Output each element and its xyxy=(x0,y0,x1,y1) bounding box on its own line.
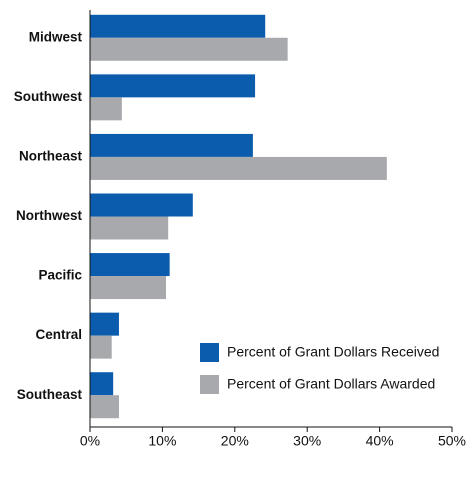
bar xyxy=(90,97,122,121)
legend-swatch xyxy=(200,375,219,394)
x-tick-label: 40% xyxy=(366,433,394,449)
x-tick-label: 20% xyxy=(221,433,249,449)
y-tick-label: Southwest xyxy=(14,89,83,104)
x-tick-label: 0% xyxy=(80,433,100,449)
legend-label: Percent of Grant Dollars Awarded xyxy=(227,376,435,392)
y-tick-label: Midwest xyxy=(29,29,83,44)
y-tick-label: Central xyxy=(35,327,82,342)
bar xyxy=(90,395,119,419)
x-tick-label: 50% xyxy=(438,433,466,449)
x-tick-label: 30% xyxy=(293,433,321,449)
bar xyxy=(90,193,193,217)
x-tick-label: 10% xyxy=(148,433,176,449)
bar xyxy=(90,156,387,180)
bar xyxy=(90,37,288,61)
bar xyxy=(90,372,114,396)
bar xyxy=(90,276,167,300)
y-tick-label: Pacific xyxy=(38,268,82,283)
legend-label: Percent of Grant Dollars Received xyxy=(227,344,439,360)
bar xyxy=(90,133,253,157)
bar xyxy=(90,335,112,359)
y-tick-label: Northeast xyxy=(19,148,83,163)
y-tick-label: Northwest xyxy=(16,208,83,223)
bar xyxy=(90,312,119,336)
bar xyxy=(90,216,169,240)
bar xyxy=(90,74,256,98)
y-tick-label: Southeast xyxy=(17,387,83,402)
bar xyxy=(90,253,170,277)
legend-swatch xyxy=(200,343,219,362)
bar xyxy=(90,14,266,38)
